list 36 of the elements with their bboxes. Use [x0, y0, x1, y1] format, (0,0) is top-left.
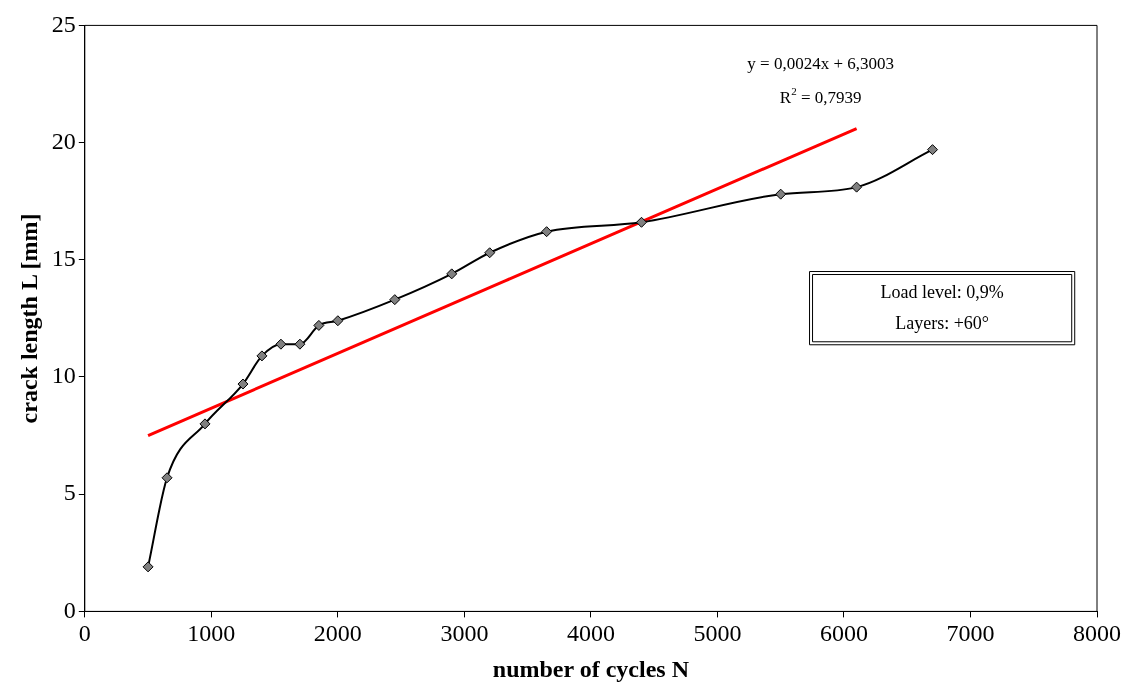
- point: [142, 561, 154, 573]
- point: [256, 350, 268, 362]
- point: [541, 226, 553, 238]
- point: [294, 338, 306, 350]
- point: [927, 144, 939, 156]
- x-tick-label: 6000: [819, 620, 868, 647]
- point: [275, 338, 287, 350]
- point: [851, 181, 863, 193]
- x-tick-label: 2000: [313, 620, 362, 647]
- x-tick-label: 7000: [946, 620, 995, 647]
- x-tick-label: 1000: [187, 620, 236, 647]
- point: [199, 418, 211, 430]
- point: [237, 378, 249, 390]
- y-tick-label: 0: [63, 596, 76, 623]
- annotation: Layers: +60°: [895, 312, 990, 333]
- x-tick-label: 5000: [693, 620, 742, 647]
- x-tick-label: 3000: [440, 620, 489, 647]
- x-tick-label: 4000: [566, 620, 615, 647]
- y-tick-label: 5: [63, 479, 76, 506]
- point: [313, 319, 325, 331]
- y-tick-label: 25: [51, 10, 76, 37]
- point: [775, 188, 787, 200]
- y-axis-title: crack length L [mm]: [15, 213, 42, 424]
- point: [446, 268, 458, 280]
- y-tick-label: 10: [51, 362, 76, 389]
- annotation: y = 0,0024x + 6,3003: [747, 54, 895, 74]
- y-tick-label: 20: [51, 127, 76, 154]
- point: [389, 294, 401, 306]
- point: [332, 315, 344, 327]
- annotation: Load level: 0,9%: [880, 282, 1004, 303]
- point: [161, 472, 173, 484]
- y-tick-label: 15: [51, 245, 76, 272]
- point: [484, 247, 496, 259]
- x-axis-title: number of cycles N: [492, 655, 690, 682]
- x-tick-label: 8000: [1073, 620, 1121, 647]
- point: [636, 216, 648, 228]
